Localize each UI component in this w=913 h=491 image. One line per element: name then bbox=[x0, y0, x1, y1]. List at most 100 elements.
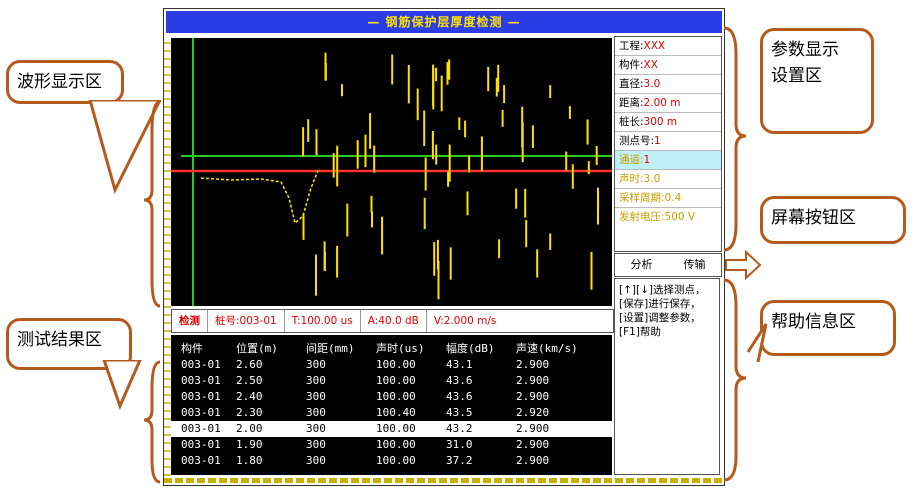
callout-params-label: 参数显示 设置区 bbox=[763, 31, 871, 95]
bottom-ruler bbox=[164, 478, 722, 483]
callout-params-line2: 设置区 bbox=[771, 66, 822, 86]
callout-help-label: 帮助信息区 bbox=[771, 312, 856, 332]
help-text: [↑][↓]选择测点，[保存]进行保存，[设置]调整参数，[F1]帮助 bbox=[619, 284, 706, 338]
table-cell: 2.900 bbox=[516, 454, 550, 467]
table-row[interactable]: 003-01 2.00 300 100.00 43.2 2.900 bbox=[171, 421, 612, 437]
waveform-display[interactable] bbox=[171, 38, 612, 306]
params-panel[interactable]: 工程:XXX 构件:XX 直径:3.0 距离:2.00 m 桩长:300 m 测… bbox=[614, 36, 722, 252]
status-mode: 检测 bbox=[172, 310, 208, 332]
callout-help: 帮助信息区 bbox=[760, 300, 896, 356]
sound-value[interactable]: 3.0 bbox=[643, 173, 661, 185]
member-label: 构件: bbox=[619, 59, 644, 71]
table-cell: 003-01 bbox=[181, 374, 221, 387]
callout-params-brace bbox=[723, 26, 747, 252]
results-table[interactable]: 构件 位置(m) 间距(mm) 声时(us) 幅度(dB) 声速(km/s) 0… bbox=[171, 335, 612, 475]
serial-value[interactable]: 1 bbox=[654, 135, 661, 147]
callout-waveform: 波形显示区 bbox=[6, 60, 124, 104]
left-ruler bbox=[164, 36, 171, 476]
diameter-value[interactable]: 3.0 bbox=[643, 78, 661, 90]
period-label: 采样周期: bbox=[619, 192, 665, 204]
table-cell: 100.40 bbox=[376, 406, 416, 419]
table-row[interactable]: 003-01 1.80 300 100.00 37.2 2.900 bbox=[171, 453, 612, 469]
callout-params-line1: 参数显示 bbox=[771, 40, 839, 60]
table-cell: 1.90 bbox=[236, 438, 263, 451]
waveform-canvas bbox=[171, 38, 612, 306]
table-cell: 300 bbox=[306, 454, 326, 467]
table-cell: 100.00 bbox=[376, 438, 416, 451]
table-cell: 100.00 bbox=[376, 390, 416, 403]
length-label: 桩长: bbox=[619, 116, 644, 128]
table-cell: 100.00 bbox=[376, 454, 416, 467]
table-cell: 003-01 bbox=[181, 406, 221, 419]
table-row[interactable]: 003-01 1.90 300 100.00 31.0 2.900 bbox=[171, 437, 612, 453]
table-cell: 2.920 bbox=[516, 406, 550, 419]
status-bar: 检测 桩号:003-01 T:100.00 us A:40.0 dB V:2.0… bbox=[171, 309, 614, 333]
table-cell: 300 bbox=[306, 390, 326, 403]
help-panel: [↑][↓]选择测点，[保存]进行保存，[设置]调整参数，[F1]帮助 bbox=[614, 278, 720, 475]
callout-buttons: 屏幕按钮区 bbox=[760, 196, 906, 244]
status-time: T:100.00 us bbox=[285, 310, 361, 332]
table-cell: 003-01 bbox=[181, 438, 221, 451]
table-header: 构件 位置(m) 间距(mm) 声时(us) 幅度(dB) 声速(km/s) bbox=[171, 335, 612, 357]
table-cell: 2.900 bbox=[516, 374, 550, 387]
table-cell: 100.00 bbox=[376, 422, 416, 435]
table-cell: 2.900 bbox=[516, 358, 550, 371]
table-cell: 2.50 bbox=[236, 374, 263, 387]
callout-waveform-label: 波形显示区 bbox=[17, 72, 102, 92]
table-cell: 300 bbox=[306, 406, 326, 419]
period-value[interactable]: 0.4 bbox=[664, 192, 682, 204]
table-row[interactable]: 003-01 2.60 300 100.00 43.1 2.900 bbox=[171, 357, 612, 373]
table-cell: 43.6 bbox=[446, 390, 473, 403]
table-cell: 1.80 bbox=[236, 454, 263, 467]
callout-help-brace bbox=[723, 278, 768, 482]
table-cell: 100.00 bbox=[376, 374, 416, 387]
table-cell: 37.2 bbox=[446, 454, 473, 467]
table-row[interactable]: 003-01 2.30 300 100.40 43.5 2.920 bbox=[171, 405, 612, 421]
callout-buttons-label: 屏幕按钮区 bbox=[771, 208, 856, 228]
status-velocity: V:2.000 m/s bbox=[433, 315, 497, 327]
screen-buttons: 分析 传输 bbox=[614, 253, 722, 277]
table-body: 003-01 2.60 300 100.00 43.1 2.900 003-01 2.50 30… bbox=[171, 357, 612, 469]
table-cell: 300 bbox=[306, 422, 326, 435]
analyze-button[interactable]: 分析 bbox=[630, 258, 653, 271]
col-header: 声速(km/s) bbox=[516, 342, 578, 355]
channel-label: 通道: bbox=[619, 154, 644, 166]
serial-label: 测点号: bbox=[619, 135, 655, 147]
table-cell: 003-01 bbox=[181, 358, 221, 371]
table-cell: 003-01 bbox=[181, 422, 221, 435]
waveform-initial-trace bbox=[200, 167, 320, 225]
voltage-value[interactable]: 500 V bbox=[664, 211, 696, 223]
table-cell: 43.5 bbox=[446, 406, 473, 419]
table-row[interactable]: 003-01 2.50 300 100.00 43.6 2.900 bbox=[171, 373, 612, 389]
col-header: 声时(us) bbox=[376, 342, 425, 355]
voltage-label: 发射电压: bbox=[619, 211, 665, 223]
sound-label: 声时: bbox=[619, 173, 644, 185]
callout-buttons-arrow bbox=[725, 250, 762, 280]
table-cell: 2.60 bbox=[236, 358, 263, 371]
table-cell: 003-01 bbox=[181, 390, 221, 403]
callout-params: 参数显示 设置区 bbox=[760, 28, 874, 134]
diameter-label: 直径: bbox=[619, 78, 644, 90]
table-cell: 2.900 bbox=[516, 438, 550, 451]
length-value[interactable]: 300 m bbox=[643, 116, 678, 128]
table-cell: 31.0 bbox=[446, 438, 473, 451]
callout-results-pointer bbox=[102, 360, 161, 484]
table-cell: 43.2 bbox=[446, 422, 473, 435]
table-cell: 2.40 bbox=[236, 390, 263, 403]
col-header: 幅度(dB) bbox=[446, 342, 495, 355]
table-cell: 300 bbox=[306, 358, 326, 371]
table-row[interactable]: 003-01 2.40 300 100.00 43.6 2.900 bbox=[171, 389, 612, 405]
col-header: 间距(mm) bbox=[306, 342, 355, 355]
project-value[interactable]: XXX bbox=[643, 40, 666, 52]
status-amplitude: A:40.0 dB bbox=[361, 310, 427, 332]
col-header: 位置(m) bbox=[236, 342, 278, 355]
table-cell: 2.900 bbox=[516, 422, 550, 435]
member-value[interactable]: XX bbox=[643, 59, 658, 71]
distance-label: 距离: bbox=[619, 97, 644, 109]
channel-value[interactable]: 1 bbox=[643, 154, 651, 166]
transfer-button[interactable]: 传输 bbox=[683, 258, 706, 271]
table-cell: 300 bbox=[306, 374, 326, 387]
table-cell: 2.00 bbox=[236, 422, 263, 435]
distance-value[interactable]: 2.00 m bbox=[643, 97, 681, 109]
table-cell: 300 bbox=[306, 438, 326, 451]
